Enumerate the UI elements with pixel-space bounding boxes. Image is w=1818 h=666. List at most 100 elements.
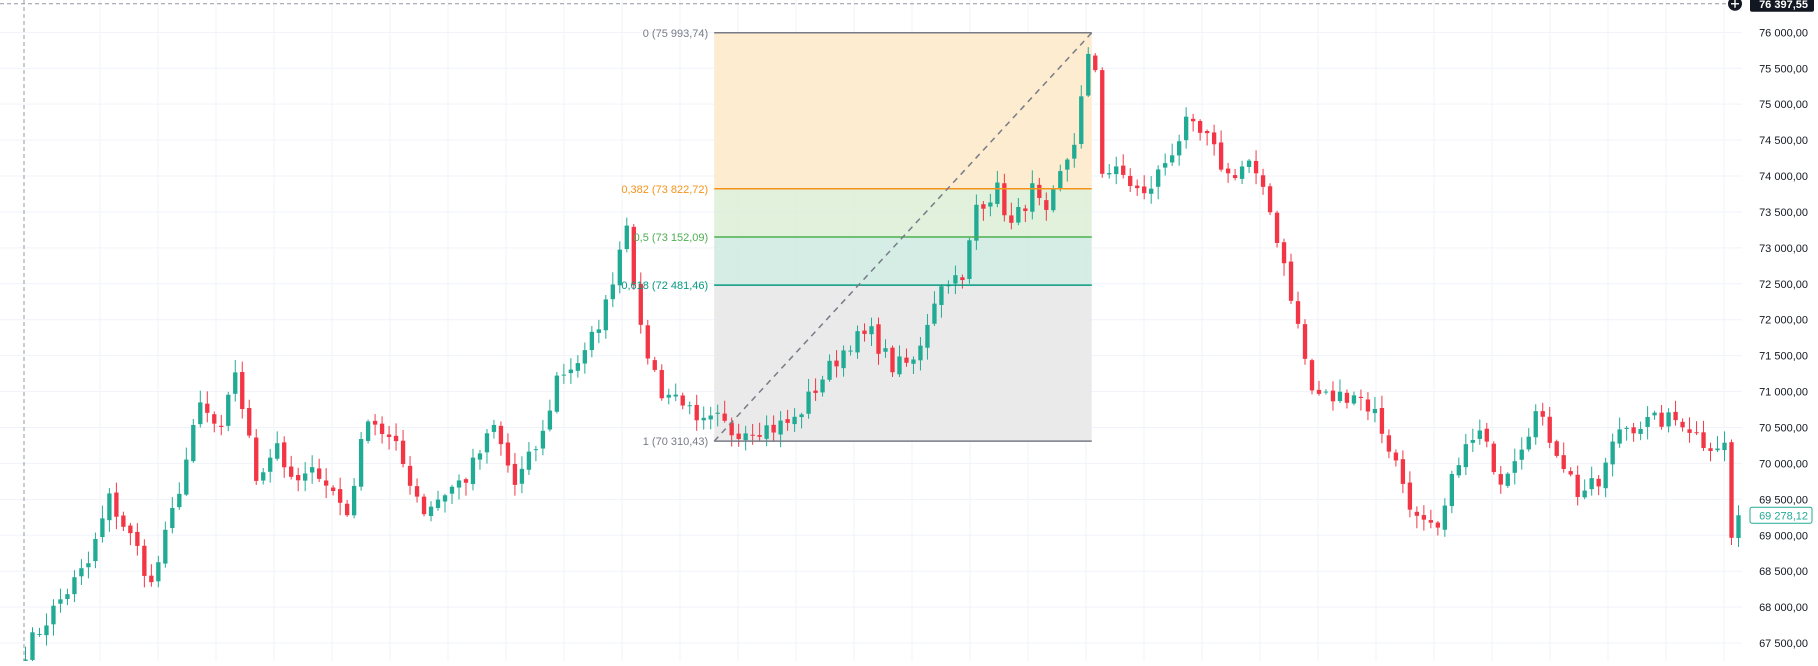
candle-body [1100,70,1105,174]
candle-body [65,594,70,600]
candle-body [932,303,937,324]
candle-body [1016,207,1021,223]
candles [23,47,1741,666]
price-tick-label: 75 500,00 [1759,63,1808,75]
candle-body [1002,183,1007,216]
crosshair-price-label: 76 397,55 [1759,0,1808,11]
candle-body [1379,407,1385,434]
candle-body [275,443,280,459]
candle-body [1072,144,1077,159]
candle-body [988,202,993,207]
candle-body [771,424,776,433]
candle-body [736,433,741,440]
candle-body [268,457,273,472]
fib-trend-line [713,32,1093,442]
candle-body [505,442,511,466]
candle-body [100,518,105,538]
candle-body [715,412,720,414]
candle-body [890,347,895,373]
price-tick-label: 71 000,00 [1759,387,1808,399]
candle-body [1267,186,1273,213]
add-alert-plus-icon[interactable] [1728,0,1742,11]
candle-body [1225,168,1231,174]
candle-body [617,249,622,286]
candle-body [282,442,287,468]
candle-body [1421,515,1427,520]
fibonacci-retracement-zones[interactable] [714,32,1092,442]
candle-body [764,425,769,439]
candle-body [820,379,825,393]
candle-body [1107,173,1112,175]
candle-body [435,499,441,508]
candle-body [407,465,413,486]
candle-body [1330,390,1336,402]
candle-body [414,486,420,497]
fibonacci-retracement-lines[interactable]: 0 (75 993,74) 0,382 (73 822,72) 0,5 (73 15… [621,28,1093,448]
price-tick-label: 74 500,00 [1759,135,1808,147]
candle-body [323,480,329,486]
candle-body [519,468,525,484]
candle-body [1023,208,1028,212]
candle-body [610,284,615,300]
candle-body [463,479,469,483]
candle-body [240,372,245,410]
candle-body [1093,55,1098,71]
candle-body [212,414,217,424]
candle-body [855,331,860,353]
candle-body [1288,261,1294,301]
candle-body [1386,435,1392,452]
candle-body [1135,185,1140,189]
candle-body [1470,439,1475,443]
candle-body [589,331,595,351]
candle-body [1114,166,1119,175]
candle-body [1393,452,1399,461]
candle-body [1477,430,1482,439]
candle-body [1260,175,1266,187]
candle-body [1512,461,1517,473]
candle-body [750,434,755,436]
candle-body [1442,505,1448,530]
candle-body [233,372,238,394]
candle-body [142,545,147,576]
fib-level-label: 0,618 (72 481,46) [621,280,708,292]
candle-body [1715,448,1720,451]
candle-body [652,360,657,370]
candle-body [1708,448,1713,451]
candle-body [1086,53,1091,96]
candle-body [470,457,476,485]
candle-body [1037,184,1042,199]
fib-zone-3 [714,285,1092,442]
candle-body [729,422,734,436]
candle-body [1680,421,1685,428]
candle-body [862,330,867,334]
candle-body [1309,360,1315,391]
candle-body [247,408,252,436]
fib-level-label: 0,5 (73 152,09) [634,232,709,244]
candle-body [1428,520,1434,523]
candle-body [778,420,783,435]
candle-body [393,435,399,442]
candle-body [743,433,748,441]
price-axis[interactable]: 67 500,00 68 000,00 68 500,00 69 000,00 69 5… [1742,0,1818,661]
candle-body [1344,392,1350,403]
candle-body [1526,436,1531,450]
candle-body [918,345,923,361]
candle-body [967,240,972,279]
candle-body [79,568,84,577]
candle-body [806,391,811,414]
candle-body [792,416,797,425]
candle-body [400,440,406,465]
price-tick-label: 73 500,00 [1759,207,1808,219]
candle-body [1456,465,1461,476]
candle-body [799,414,804,418]
candle-body [428,506,434,516]
candle-body [631,226,636,285]
candle-body [1554,441,1559,456]
candle-body [1407,482,1413,510]
candle-body [226,394,231,426]
candle-body [1582,490,1587,498]
candle-body [491,424,497,432]
candle-body [1449,474,1455,507]
